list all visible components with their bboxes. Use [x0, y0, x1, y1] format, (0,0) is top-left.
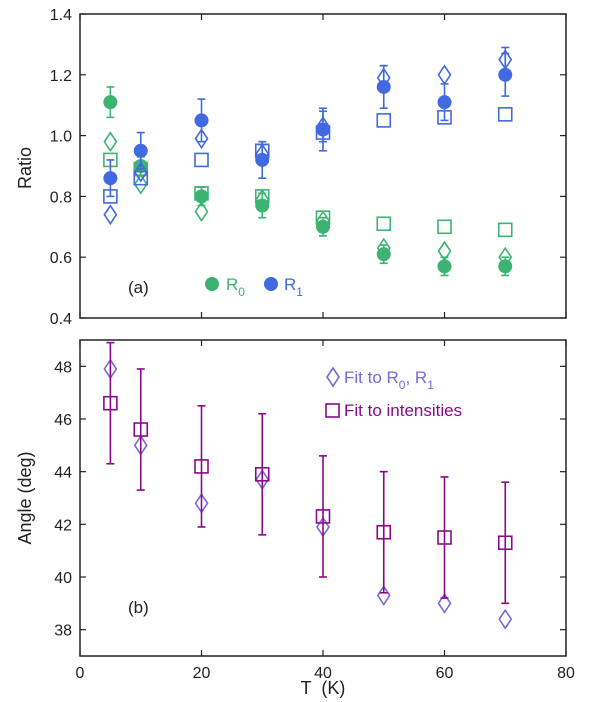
data-point-square	[376, 524, 392, 540]
data-point-square	[254, 189, 270, 204]
y-tick-label: 0.8	[50, 189, 72, 206]
data-point-square	[437, 110, 452, 125]
y-tick-label: 38	[54, 623, 72, 640]
series-b-1-open-square	[103, 341, 513, 605]
data-point-square	[315, 509, 331, 524]
legend-r1-main: R	[284, 275, 296, 294]
data-point-diamond	[194, 201, 209, 223]
legend-r0-sub: 0	[238, 285, 245, 299]
y-tick-label: 0.6	[50, 250, 72, 267]
y-tick-label: 44	[54, 465, 72, 482]
data-point-diamond	[255, 188, 270, 210]
data-point-diamond	[133, 173, 148, 195]
data-point-square	[376, 216, 392, 232]
data-point-square	[254, 143, 270, 159]
data-point-diamond	[255, 143, 270, 165]
data-point-diamond	[437, 64, 452, 86]
data-point-circle	[133, 143, 148, 158]
data-point-diamond	[376, 237, 391, 259]
data-point-circle	[437, 95, 452, 110]
legend-r0-label: R0	[226, 275, 245, 299]
data-point-diamond	[316, 116, 330, 137]
data-point-circle	[437, 259, 452, 274]
panel-b-label: (b)	[128, 598, 149, 617]
panel-b-marks	[103, 341, 513, 630]
panel-a-label: (a)	[128, 278, 149, 297]
panel-a-ticks: 0.4 0.6 0.8 1.0 1.2 1.4	[50, 7, 567, 328]
x-tick-label: 0	[76, 665, 85, 682]
data-point-diamond	[133, 161, 148, 183]
x-tick-label: 40	[314, 665, 332, 682]
data-point-diamond	[498, 608, 513, 630]
y-tick-label: 40	[54, 570, 72, 587]
data-point-diamond	[316, 210, 330, 232]
data-point-diamond	[103, 204, 118, 226]
series-a-1-open-diamond	[103, 131, 513, 268]
data-point-square	[497, 535, 513, 551]
x-tick-label: 80	[557, 665, 575, 682]
legend-r1-marker	[264, 277, 278, 291]
angle-axis-label: Angle (deg)	[15, 451, 35, 544]
panel-a-frame	[79, 13, 567, 319]
legend-fit-r-prefix: Fit to R	[344, 368, 399, 387]
legend-fit-i-label: Fit to intensities	[344, 401, 462, 420]
y-tick-label: 1.4	[50, 7, 72, 24]
data-point-diamond	[498, 246, 513, 268]
legend-r1-label: R1	[284, 275, 303, 299]
x-tick-label: 20	[193, 665, 211, 682]
data-point-diamond	[437, 240, 452, 262]
legend-fit-r-label: Fit to R0, R1	[344, 368, 434, 392]
data-point-square	[315, 210, 331, 225]
legend-r1-sub: 1	[296, 285, 303, 299]
series-a-5-open-square	[103, 107, 513, 204]
legend-r0-main: R	[226, 275, 238, 294]
y-tick-label: 42	[54, 517, 72, 534]
legend-fit-r-mid: , R	[405, 368, 427, 387]
data-point-square	[133, 170, 149, 186]
data-point-square	[194, 152, 209, 168]
y-tick-label: 1.0	[50, 129, 72, 146]
data-point-square	[103, 189, 118, 204]
legend-r0-marker	[205, 277, 219, 291]
data-point-square	[254, 466, 270, 482]
data-point-square	[497, 222, 513, 238]
legend-fit-r-sub0: 0	[399, 378, 406, 392]
x-tick-label: 60	[436, 665, 454, 682]
y-tick-label: 48	[54, 359, 72, 376]
data-point-square	[376, 113, 392, 128]
data-point-square	[103, 395, 118, 411]
ratio-axis-label: Ratio	[15, 147, 35, 189]
data-point-diamond	[103, 131, 118, 153]
legend-fit-r-marker	[326, 366, 340, 388]
data-point-circle	[103, 171, 118, 186]
legend-fit-i-marker	[325, 403, 340, 418]
legend-fit-r-sub1: 1	[427, 378, 434, 392]
data-point-square	[437, 530, 452, 545]
data-point-square	[194, 186, 209, 201]
data-point-square	[133, 422, 149, 437]
data-point-square	[497, 107, 513, 122]
data-point-diamond	[194, 128, 209, 150]
data-point-circle	[103, 95, 118, 110]
data-point-diamond	[498, 49, 513, 71]
data-point-square	[315, 125, 331, 140]
data-point-diamond	[376, 67, 391, 89]
data-point-square	[437, 219, 452, 235]
panel-a-legend: R0 R1	[205, 275, 303, 299]
panel-b-ticks: 0 20 40 60 80 38 40 42 44 46 48	[54, 340, 575, 682]
panel-b-legend: Fit to R0, R1 Fit to intensities	[325, 366, 462, 420]
series-a-4-open-diamond	[103, 46, 513, 226]
y-tick-label: 1.2	[50, 68, 72, 85]
panel-a-marks	[103, 46, 513, 277]
series-a-2-open-square	[103, 152, 513, 238]
data-point-square	[194, 459, 209, 474]
y-tick-label: 46	[54, 412, 72, 429]
data-point-circle	[194, 113, 209, 128]
y-tick-label: 0.4	[50, 311, 72, 328]
data-point-diamond	[437, 592, 452, 614]
temperature-axis-label: T (K)	[301, 678, 346, 698]
